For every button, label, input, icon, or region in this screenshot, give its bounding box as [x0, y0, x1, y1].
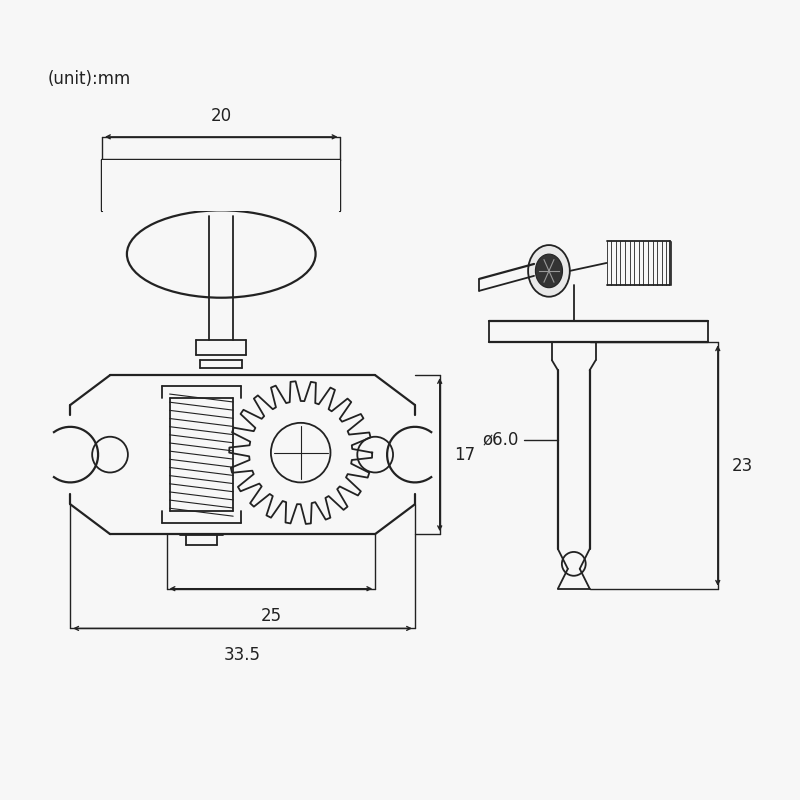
Ellipse shape: [535, 254, 562, 288]
Text: 20: 20: [210, 107, 232, 125]
Text: 17: 17: [454, 446, 474, 464]
Text: 25: 25: [260, 606, 282, 625]
Text: (unit):mm: (unit):mm: [47, 70, 130, 88]
Text: 23: 23: [732, 457, 753, 474]
Text: ø6.0: ø6.0: [482, 430, 519, 449]
Text: 33.5: 33.5: [224, 646, 261, 664]
FancyBboxPatch shape: [102, 160, 341, 211]
Ellipse shape: [528, 245, 570, 297]
